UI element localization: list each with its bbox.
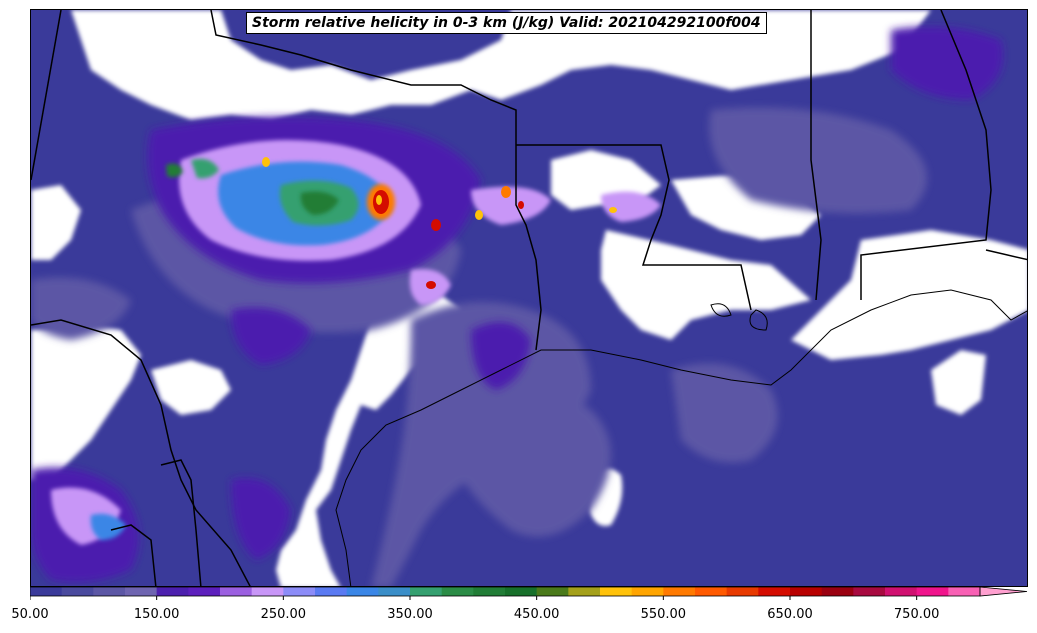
- helicity-peaks: [262, 157, 617, 289]
- colorbar-segment: [473, 587, 506, 596]
- colorbar-segment: [695, 587, 728, 596]
- colorbar-segment: [156, 587, 189, 596]
- colorbar-segment: [378, 587, 411, 596]
- colorbar-segment: [600, 587, 633, 596]
- colorbar: [30, 587, 1028, 600]
- colorbar-segment: [568, 587, 601, 596]
- colorbar-segment: [505, 587, 538, 596]
- colorbar-segment: [726, 587, 759, 596]
- colorbar-tick-label: 50.00: [11, 607, 49, 622]
- map-title: Storm relative helicity in 0-3 km (J/kg)…: [246, 12, 767, 34]
- coastline: [335, 289, 1027, 586]
- colorbar-segment: [853, 587, 886, 596]
- colorbar-segment: [410, 587, 443, 596]
- colorbar-tick-label: 650.00: [767, 607, 813, 622]
- colorbar-segment: [441, 587, 474, 596]
- colorbar-tick-label: 750.00: [893, 607, 940, 622]
- colorbar-segment: [93, 587, 126, 596]
- colorbar-tick-label: 350.00: [387, 607, 433, 622]
- colorbar-tick-label: 550.00: [640, 607, 687, 622]
- colorbar-segment: [188, 587, 221, 596]
- colorbar-tick-label: 450.00: [513, 607, 560, 622]
- colorbar-segment: [220, 587, 253, 596]
- colorbar-segment: [283, 587, 316, 596]
- colorbar-tick-label: 250.00: [260, 607, 307, 622]
- map-panel: [30, 9, 1028, 587]
- colorbar-segment: [916, 587, 949, 596]
- colorbar-segment: [885, 587, 918, 596]
- helicity-map: [31, 10, 1027, 586]
- colorbar-tick-label: 150.00: [133, 607, 180, 622]
- colorbar-extend-arrow: [979, 587, 1028, 597]
- colorbar-segment: [536, 587, 569, 596]
- colorbar-segment: [631, 587, 664, 596]
- colorbar-segment: [30, 587, 63, 596]
- helicity-band-425: [166, 163, 339, 215]
- colorbar-segment: [821, 587, 854, 596]
- colorbar-segment: [125, 587, 158, 596]
- colorbar-segment: [758, 587, 791, 596]
- colorbar-segment: [790, 587, 823, 596]
- colorbar-segment: [663, 587, 696, 596]
- colorbar-segment: [251, 587, 284, 596]
- colorbar-segment: [948, 587, 981, 596]
- colorbar-segment: [346, 587, 379, 596]
- colorbar-segment: [315, 587, 348, 596]
- colorbar-segment: [61, 587, 94, 596]
- colorbar-outline: [30, 587, 981, 597]
- state-boundaries: [31, 10, 1027, 586]
